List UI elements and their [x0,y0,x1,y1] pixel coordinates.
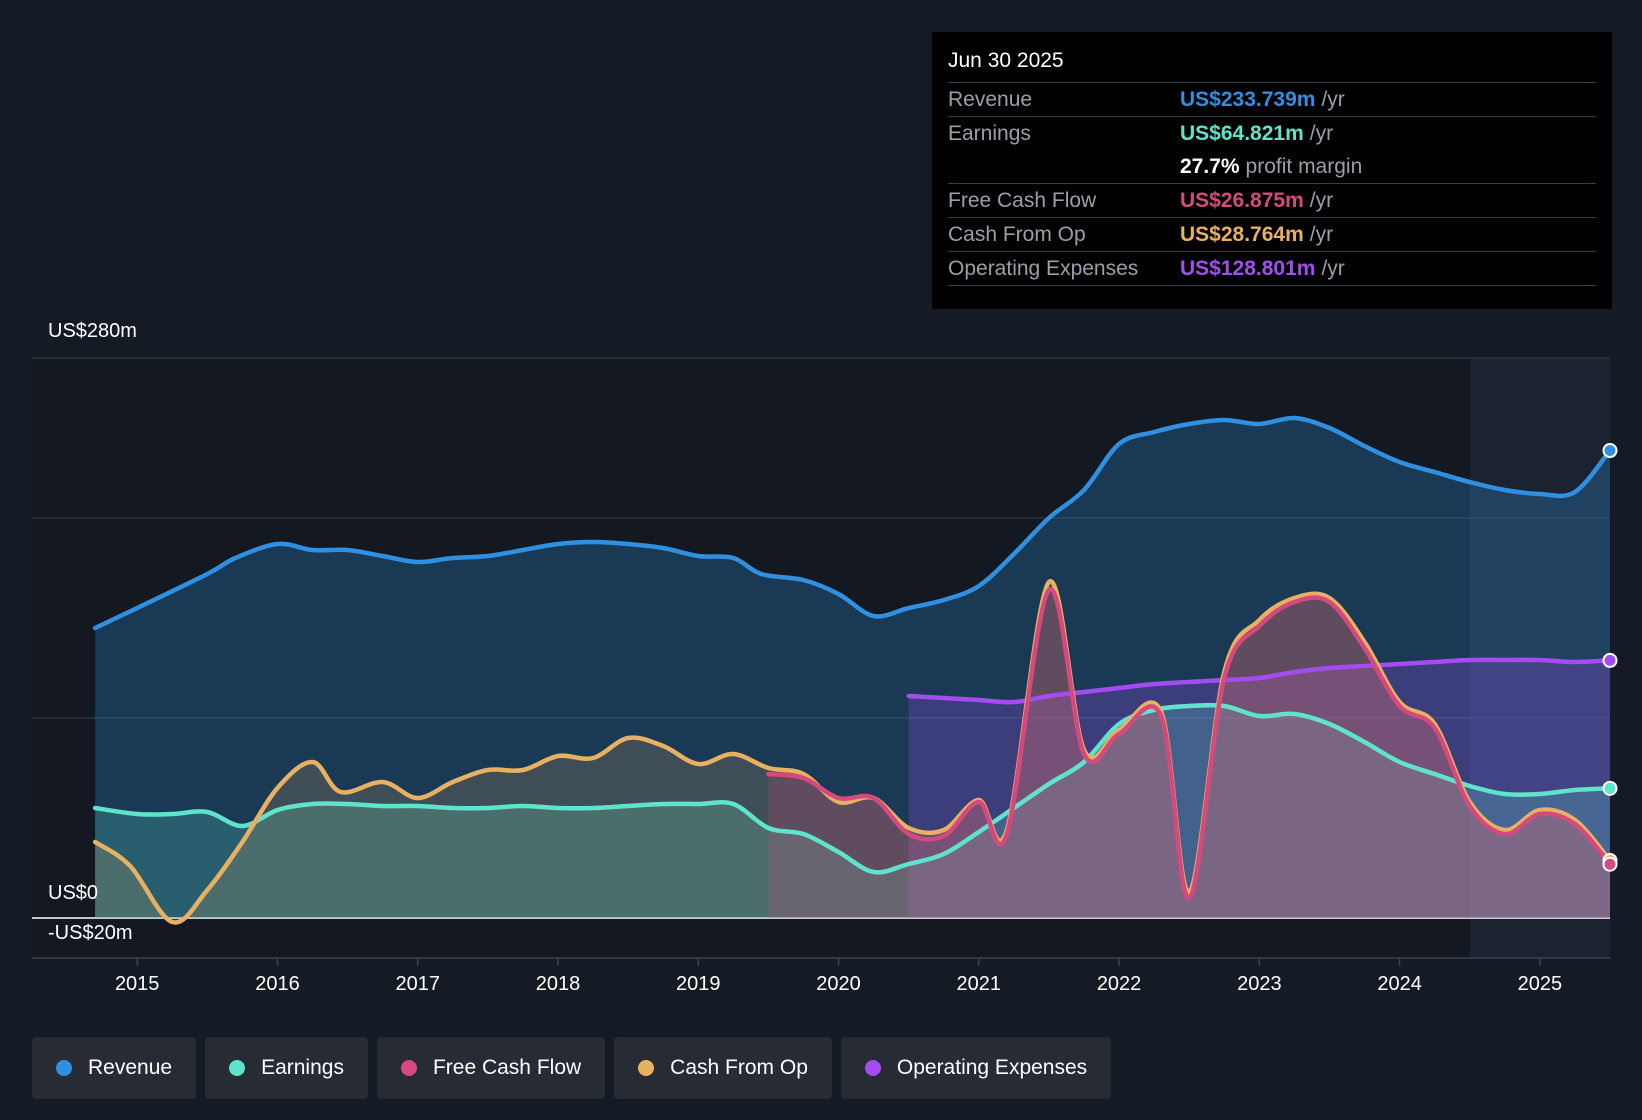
tooltip-row-revenue: Revenue US$233.739m /yr [948,82,1596,116]
legend-dot-opex [864,1060,881,1076]
legend-item-opex[interactable]: Operating Expenses [840,1037,1112,1099]
legend-dot-revenue [56,1060,72,1076]
x-tick-label: 2024 [1377,973,1422,995]
legend-label-earnings: Earnings [261,1056,344,1079]
y-label-bottom: -US$20m [48,922,133,944]
tooltip-row-margin: 27.7% profit margin [948,150,1596,183]
operating-expenses-line [906,657,1613,705]
legend-label-opex: Operating Expenses [896,1056,1088,1079]
tooltip-row-opex: Operating Expenses US$128.801m /yr [948,251,1596,285]
tooltip-opex-value: US$128.801m [1180,257,1316,280]
tooltip: Jun 30 2025 Revenue US$233.739m /yr Earn… [932,32,1612,309]
x-tick-label: 2025 [1518,973,1563,995]
tooltip-revenue-label: Revenue [948,88,1033,111]
gridlines [32,357,1610,959]
x-axis-ticks: 2015 2016 2017 2018 2019 2020 2021 2022 2023 2024… [115,958,1562,995]
tooltip-margin-value: 27.7% [1180,155,1240,178]
tooltip-fcf-unit: /yr [1309,189,1334,212]
free-cash-flow-line [766,587,1613,901]
legend-item-cfo[interactable]: Cash From Op [614,1037,832,1099]
tooltip-earnings-unit: /yr [1309,122,1334,145]
legend-label-cfo: Cash From Op [670,1056,808,1079]
free-cash-flow-area [768,589,1610,918]
tooltip-earnings-label: Earnings [948,122,1031,145]
tooltip-date: Jun 30 2025 [948,49,1064,72]
x-tick-label: 2021 [957,973,1002,995]
revenue-area [95,417,1611,918]
legend-item-revenue[interactable]: Revenue [32,1037,197,1099]
x-tick-label: 2023 [1237,973,1282,995]
tooltip-margin-label: profit margin [1245,155,1363,178]
tooltip-opex-label: Operating Expenses [948,257,1139,280]
operating-expenses-end-marker [1602,652,1618,668]
legend-item-earnings[interactable]: Earnings [205,1037,368,1099]
tooltip-revenue-unit: /yr [1321,88,1345,111]
legend-dot-earnings [229,1060,246,1076]
earnings-end-marker [1602,780,1618,796]
chart-canvas: 2015 2016 2017 2018 2019 2020 2021 2022 2023 2024… [32,357,1618,995]
x-tick-label: 2018 [536,973,581,995]
tooltip-fcf-value: US$26.875m [1180,189,1304,212]
tooltip-bottom-rule [948,285,1596,286]
free-cash-flow-end-marker [1602,856,1618,872]
legend: Revenue Earnings Free Cash Flow Cash Fro… [32,1037,1112,1099]
x-tick-label: 2022 [1097,973,1142,995]
tooltip-opex-unit: /yr [1321,257,1345,280]
cash-from-op-area [95,581,1611,923]
tooltip-row-cfo: Cash From Op US$28.764m /yr [948,217,1596,251]
x-tick-label: 2017 [395,973,440,995]
legend-dot-cfo [638,1060,655,1076]
series-end-markers [1602,443,1618,872]
tooltip-cfo-unit: /yr [1309,223,1334,246]
legend-dot-fcf [400,1060,417,1076]
plot-background [32,358,1610,958]
cash-from-op-line [92,579,1613,925]
tooltip-earnings-value: US$64.821m [1180,122,1304,145]
legend-item-fcf[interactable]: Free Cash Flow [376,1037,606,1099]
x-tick-label: 2020 [816,973,861,995]
revenue-end-marker [1602,443,1618,459]
tooltip-cfo-value: US$28.764m [1180,223,1304,246]
earnings-area [95,705,1611,918]
tooltip-row-earnings: Earnings US$64.821m /yr [948,116,1596,150]
legend-label-fcf: Free Cash Flow [432,1056,582,1079]
tooltip-cfo-label: Cash From Op [948,223,1086,246]
y-label-zero: US$0 [48,882,99,904]
tooltip-row-fcf: Free Cash Flow US$26.875m /yr [948,183,1596,217]
tooltip-fcf-label: Free Cash Flow [948,189,1097,212]
x-tick-label: 2019 [676,973,721,995]
tooltip-revenue-value: US$233.739m [1180,88,1316,111]
legend-label-revenue: Revenue [88,1056,173,1079]
x-tick-label: 2016 [255,973,300,995]
y-label-top: US$280m [48,320,137,342]
series-lines [92,415,1613,925]
series-areas [95,417,1611,923]
revenue-line [92,415,1613,631]
earnings-line [92,702,1613,875]
x-tick-label: 2015 [115,973,160,995]
